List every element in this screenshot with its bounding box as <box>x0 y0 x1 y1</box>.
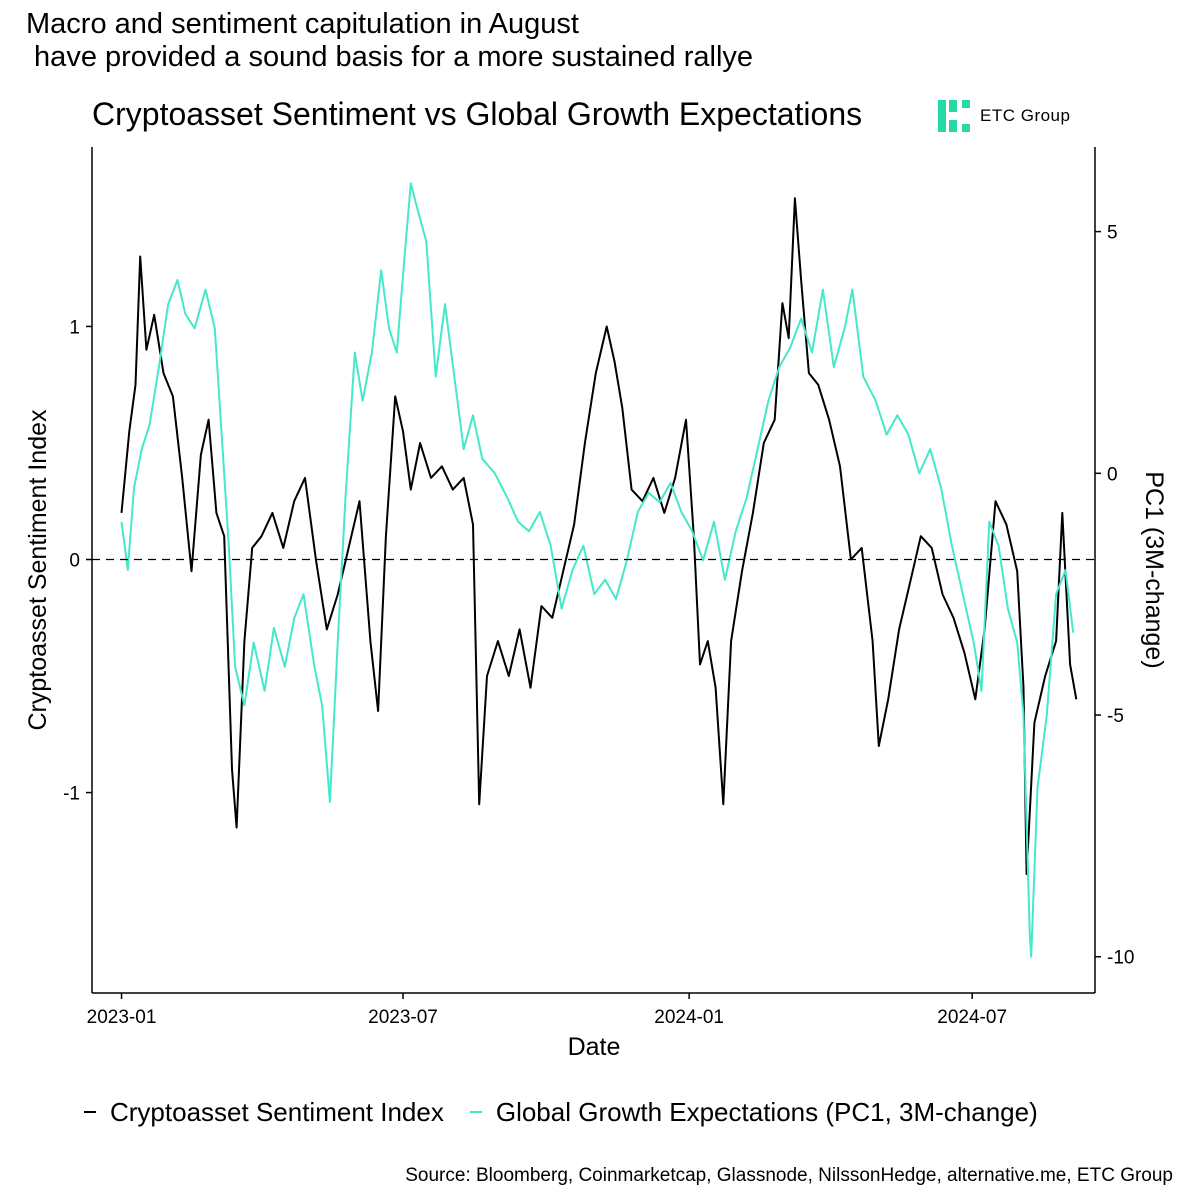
chart-title: Cryptoasset Sentiment vs Global Growth E… <box>92 96 863 132</box>
source-note: Source: Bloomberg, Coinmarketcap, Glassn… <box>405 1165 1173 1186</box>
logo-text: ETC Group <box>980 106 1071 125</box>
etc-group-logo: ETC Group <box>938 100 1070 132</box>
x-axis-title: Date <box>568 1033 621 1061</box>
legend-label-growth: Global Growth Expectations (PC1, 3M-chan… <box>495 1097 1038 1127</box>
legend: Cryptoasset Sentiment Index Global Growt… <box>80 1097 1038 1128</box>
y-axis-title: Cryptoasset Sentiment Index <box>24 409 52 730</box>
y-tick-label: 1 <box>69 317 80 338</box>
axes-layer: 2023-01 2023-07 2024-01 2024-07-101-10-505D… <box>24 147 1168 1061</box>
y2-axis-title: PC1 (3M-change) <box>1140 471 1168 668</box>
etc-group-logo-icon <box>938 100 970 132</box>
sentiment-series-line <box>120 197 1078 876</box>
series-layer <box>120 182 1078 958</box>
headline: Macro and sentiment capitulation in Augu… <box>26 8 754 73</box>
y2-tick-label: 5 <box>1107 223 1118 244</box>
legend-key-sentiment <box>84 1110 96 1113</box>
x-tick-label: 2024-01 <box>654 1007 724 1028</box>
x-tick-label: 2024-07 <box>937 1007 1007 1028</box>
y2-tick-label: -10 <box>1107 948 1134 969</box>
x-tick-label: 2023-07 <box>368 1007 438 1028</box>
legend-label-sentiment: Cryptoasset Sentiment Index <box>110 1097 444 1127</box>
y2-tick-label: -5 <box>1107 706 1124 727</box>
growth-series-line <box>120 182 1075 958</box>
legend-key-growth <box>469 1110 482 1113</box>
y2-tick-label: 0 <box>1107 464 1118 485</box>
y-tick-label: 0 <box>69 551 80 572</box>
y-tick-label: -1 <box>63 784 80 805</box>
x-tick-label: 2023-01 <box>87 1007 157 1028</box>
